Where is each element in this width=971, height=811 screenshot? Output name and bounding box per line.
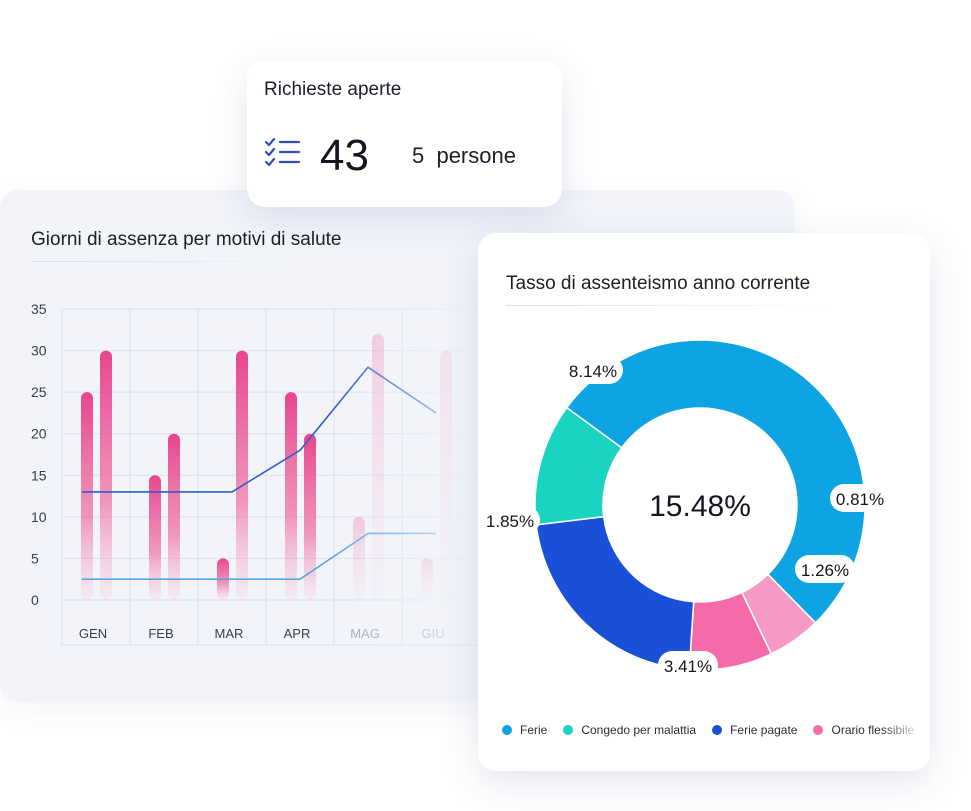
bar bbox=[236, 350, 248, 600]
bar bbox=[168, 433, 180, 600]
slice-label: 1.85% bbox=[486, 512, 534, 531]
absenteeism-donut-chart: 15.48% 8.14% 0.81% 1.26% 3.41% 1.85% bbox=[480, 339, 890, 679]
slice-label-bg bbox=[830, 484, 890, 512]
slice-label: 0.81% bbox=[836, 490, 884, 509]
donut-slice bbox=[535, 515, 695, 671]
slice-label-bg bbox=[480, 506, 540, 534]
y-tick-label: 25 bbox=[31, 384, 47, 400]
open-requests-people: 5 persone bbox=[412, 143, 516, 168]
bar bbox=[100, 350, 112, 600]
absenteeism-card: Tasso di assenteismo anno corrente 15.48… bbox=[478, 233, 930, 771]
absence-chart-title: Giorni di assenza per motivi di salute bbox=[31, 229, 342, 250]
slice-label: 1.26% bbox=[801, 561, 849, 580]
legend-label: Ferie bbox=[520, 723, 548, 737]
bar bbox=[285, 392, 297, 600]
title-divider bbox=[506, 305, 836, 306]
x-tick-label: APR bbox=[284, 626, 311, 641]
donut-slice bbox=[565, 339, 866, 624]
y-tick-label: 15 bbox=[31, 467, 47, 483]
open-requests-count: 43 bbox=[320, 131, 369, 180]
donut-slice bbox=[534, 406, 623, 526]
fade-overlay bbox=[330, 295, 480, 645]
checklist-icon bbox=[265, 138, 301, 167]
legend-swatch bbox=[502, 725, 512, 735]
y-tick-label: 35 bbox=[31, 301, 47, 317]
donut-center-value: 15.48% bbox=[649, 490, 751, 523]
y-tick-label: 30 bbox=[31, 343, 47, 359]
legend-label: Congedo per malattia bbox=[581, 723, 697, 737]
slice-label-bg bbox=[658, 651, 718, 679]
slice-label-bg bbox=[795, 555, 855, 583]
legend-swatch bbox=[712, 725, 723, 735]
legend-swatch bbox=[813, 725, 824, 735]
title-divider bbox=[31, 261, 291, 262]
legend-swatch bbox=[563, 725, 574, 735]
x-tick-label: FEB bbox=[148, 626, 173, 641]
slice-label: 8.14% bbox=[569, 362, 617, 381]
bar bbox=[81, 392, 93, 600]
y-tick-label: 5 bbox=[31, 550, 39, 566]
x-tick-label: MAR bbox=[215, 626, 244, 641]
y-tick-label: 20 bbox=[31, 426, 47, 442]
slice-label: 3.41% bbox=[664, 657, 712, 676]
legend-label: Ferie pagate bbox=[730, 723, 798, 737]
absenteeism-title: Tasso di assenteismo anno corrente bbox=[506, 273, 811, 294]
open-requests-title: Richieste aperte bbox=[264, 79, 402, 100]
x-tick-label: GEN bbox=[79, 626, 107, 641]
legend-item: Ferie bbox=[502, 723, 547, 737]
y-tick-label: 0 bbox=[31, 592, 39, 608]
y-tick-label: 10 bbox=[31, 509, 47, 525]
legend-item: Congedo per malattia bbox=[563, 723, 696, 737]
legend-fade bbox=[882, 723, 922, 745]
bar bbox=[149, 475, 161, 600]
open-requests-card: Richieste aperte 43 5 persone bbox=[247, 61, 562, 207]
donut-legend: Ferie Congedo per malattia Ferie pagate Ora… bbox=[502, 723, 922, 745]
legend-item: Ferie pagate bbox=[712, 723, 797, 737]
slice-label-bg bbox=[563, 356, 623, 384]
bar bbox=[304, 433, 316, 600]
